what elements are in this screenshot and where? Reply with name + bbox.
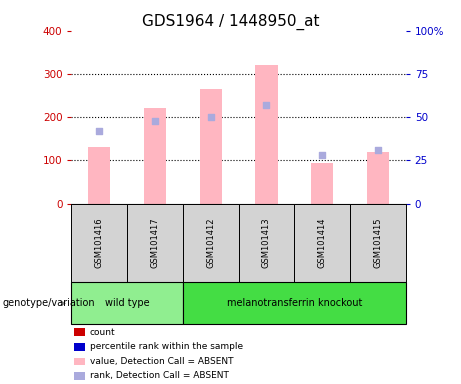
Text: GDS1964 / 1448950_at: GDS1964 / 1448950_at (142, 13, 319, 30)
Point (151, 118, 159, 124)
Text: percentile rank within the sample: percentile rank within the sample (90, 342, 243, 351)
Text: count: count (90, 328, 116, 337)
Text: wild type: wild type (105, 298, 149, 308)
Bar (200, 89, 222, 204)
Text: GSM101412: GSM101412 (206, 218, 215, 268)
Bar (88, 147, 111, 204)
Bar (311, 163, 333, 204)
Point (374, 147, 382, 153)
Point (207, 114, 214, 120)
Point (263, 102, 270, 108)
Text: GSM101413: GSM101413 (262, 218, 271, 268)
Point (95, 128, 103, 134)
Text: GSM101414: GSM101414 (318, 218, 327, 268)
Bar (255, 65, 278, 204)
FancyArrowPatch shape (61, 301, 65, 305)
Text: GSM101415: GSM101415 (373, 218, 382, 268)
Bar (366, 152, 389, 204)
Text: value, Detection Call = ABSENT: value, Detection Call = ABSENT (90, 357, 233, 366)
Point (319, 152, 326, 158)
Text: genotype/variation: genotype/variation (2, 298, 95, 308)
Text: GSM101417: GSM101417 (150, 218, 160, 268)
Text: GSM101416: GSM101416 (95, 218, 104, 268)
Text: rank, Detection Call = ABSENT: rank, Detection Call = ABSENT (90, 371, 229, 381)
Text: melanotransferrin knockout: melanotransferrin knockout (227, 298, 362, 308)
Bar (144, 109, 166, 204)
